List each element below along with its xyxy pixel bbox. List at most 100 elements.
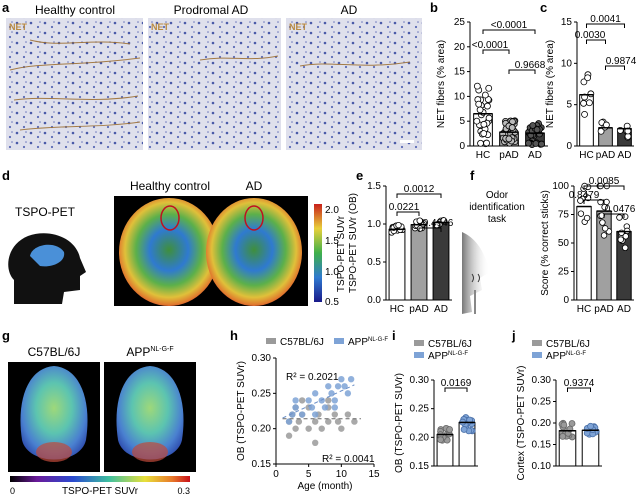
p-value-label: 0.0012	[404, 184, 435, 195]
net-label-hc: NET	[9, 22, 28, 32]
data-point	[533, 126, 541, 134]
bar	[432, 221, 450, 301]
mouse-title-app: APPNL-G-F	[126, 345, 173, 359]
colorbar-tick: 2.0	[325, 205, 339, 216]
data-point	[584, 194, 592, 202]
legend-label-app: APPNL-G-F	[546, 351, 586, 362]
legend-swatch-wt	[532, 340, 542, 346]
data-point	[616, 214, 623, 221]
p-value-label: <0.0001	[491, 20, 528, 31]
data-point	[538, 140, 545, 148]
y-tick-label: 0.30	[532, 375, 552, 386]
data-point	[599, 219, 606, 226]
data-point	[583, 214, 591, 222]
legend-label-app: APPNL-G-F	[428, 351, 468, 362]
odor-task-line: Odor	[486, 190, 509, 201]
significance-bracket	[567, 387, 591, 392]
legend-label-app-main: APP	[546, 351, 566, 362]
y-tick-label: 0.15	[410, 461, 430, 472]
y-tick-label: 25	[454, 17, 466, 28]
data-point	[325, 383, 332, 390]
colorbar-tick: 1.5	[325, 236, 339, 247]
mouse-colorbar-label: TSPO-PET SUVr	[62, 486, 139, 497]
y-tick-label: 5	[566, 100, 572, 111]
p-value-label: 0.9374	[564, 378, 595, 389]
significance-bracket	[605, 65, 625, 70]
trend-line-app	[282, 384, 355, 419]
y-axis-label: TSPO-PET SUVr (OB)	[348, 193, 359, 293]
mouse-title-wt: C57BL/6J	[28, 345, 81, 359]
data-point	[577, 210, 585, 217]
y-tick-label: 1.5	[367, 181, 381, 192]
p-value-label: 0.0169	[441, 378, 472, 389]
bar-chart-b: 0 5 10 15 20 25 NET fibers (% area) HC pAD AD <0.0…	[436, 17, 548, 161]
y-axis-label: OB (TSPO-PET SUVr)	[394, 373, 405, 473]
data-point	[587, 90, 595, 98]
x-tick-label: 10	[336, 469, 348, 480]
data-point	[347, 376, 355, 383]
data-point	[532, 140, 540, 147]
odor-task-line: task	[488, 214, 507, 225]
p-value-label: 0.9874	[606, 56, 637, 67]
y-tick-label: 0.10	[532, 461, 552, 472]
p-value-label: 0.9668	[515, 60, 546, 71]
y-tick-label: 75	[558, 210, 570, 221]
data-point	[597, 198, 604, 206]
data-point	[485, 84, 493, 92]
p-value-label: 0.0221	[389, 202, 420, 213]
legend-swatch-wt	[414, 340, 424, 346]
bar-chart-j: 0.10 0.15 0.20 0.25 0.30 Cortex (TSPO-PET SUV…	[516, 365, 602, 481]
legend-swatch-wt	[266, 338, 276, 344]
significance-bracket	[482, 49, 510, 54]
odor-waves-icon	[471, 273, 480, 283]
significance-bracket	[508, 69, 536, 74]
legend-label-wt: C57BL/6J	[280, 337, 324, 348]
data-point	[580, 78, 588, 86]
odor-task-line: identification	[469, 202, 525, 213]
y-tick-label: 10	[561, 58, 573, 69]
panel-letter-d: d	[2, 168, 10, 183]
r2-app-label: R² = 0.2021	[286, 372, 339, 383]
data-point	[559, 432, 567, 440]
data-point	[484, 102, 491, 110]
panel-g: C57BL/6J APPNL-G-F 0 TSPO-PET SUVr 0.3	[8, 345, 196, 497]
x-tick-label: pAD	[594, 304, 613, 315]
data-point	[285, 432, 293, 439]
p-value-label: 0.8479	[569, 190, 600, 201]
y-tick-label: 0.25	[532, 397, 552, 408]
data-point	[577, 197, 584, 204]
data-point	[325, 397, 332, 404]
panel-letter-f: f	[470, 168, 475, 183]
data-point	[305, 397, 312, 404]
y-axis-label: NET fibers (% area)	[545, 40, 556, 128]
data-point	[312, 390, 319, 397]
data-point	[298, 397, 306, 404]
data-point	[318, 425, 325, 432]
y-tick-label: 20	[454, 42, 466, 53]
significance-bracket	[586, 23, 625, 28]
y-tick-label: 15	[454, 67, 466, 78]
y-axis-label: Score (% correct sticks)	[540, 190, 551, 296]
y-axis-label: OB (TSPO-PET SUVr)	[236, 361, 247, 461]
legend-label-app-main: APP	[348, 337, 368, 348]
y-tick-label: 10	[454, 91, 466, 102]
panel-d: TSPO-PET Healthy control AD 2.0 1.5 1.0 …	[8, 179, 347, 308]
legend-swatch-app	[532, 352, 542, 358]
panel-letter-b: b	[430, 0, 438, 15]
data-point	[622, 244, 629, 252]
significance-bracket	[444, 387, 468, 392]
data-point	[473, 117, 481, 125]
y-axis-label: Cortex (TSPO-PET SUVr)	[516, 365, 527, 480]
data-point	[312, 418, 319, 425]
significance-bracket	[583, 185, 625, 190]
data-point	[587, 422, 594, 430]
x-tick-label: HC	[390, 304, 404, 315]
data-point	[525, 139, 532, 147]
y-tick-label: 100	[552, 181, 569, 192]
data-point	[334, 383, 342, 390]
x-tick-label: HC	[577, 304, 591, 315]
nose-face-icon	[462, 232, 490, 314]
y-tick-label: 0.20	[410, 432, 430, 443]
